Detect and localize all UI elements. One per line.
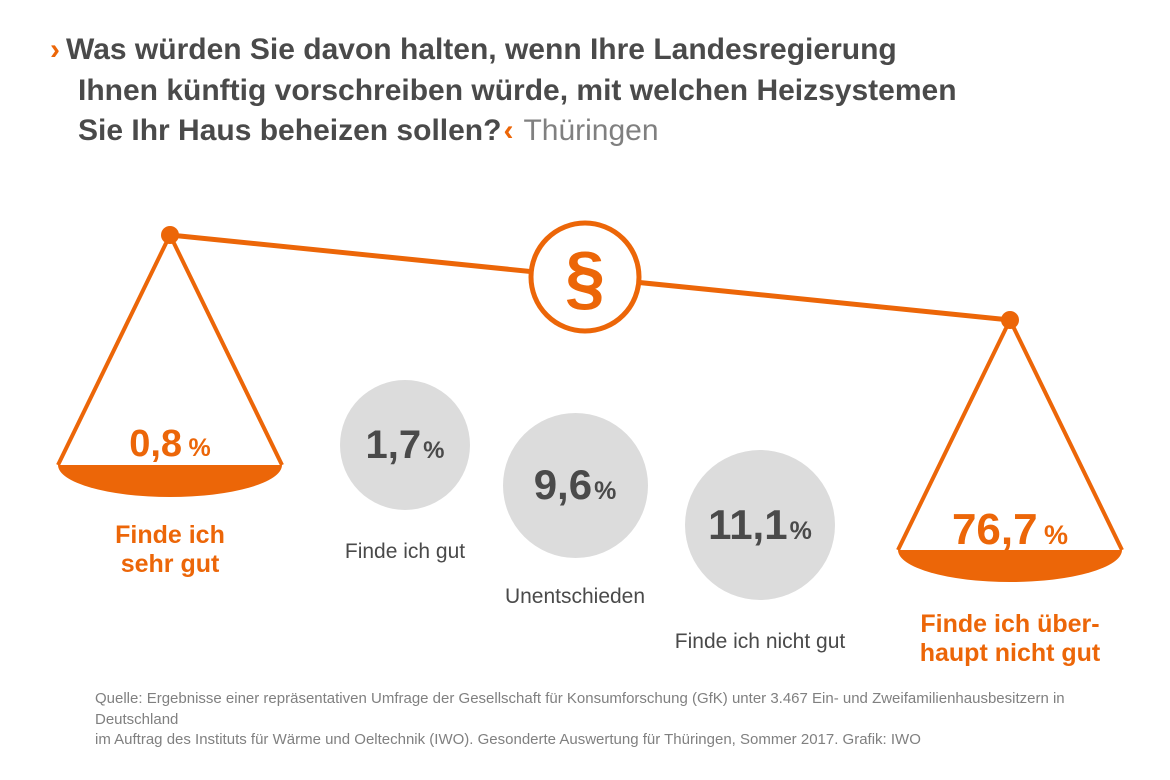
right-pan-unit: % [1044, 520, 1068, 550]
bubble-unit-2: % [790, 517, 812, 545]
left-pan-block: 0,8 % Finde ich sehr gut [60, 423, 280, 579]
bubble-number-1: 9,6 [534, 461, 592, 508]
right-pan-label-1: Finde ich über- [920, 610, 1099, 638]
right-pan-label: Finde ich über- haupt nicht gut [900, 610, 1120, 668]
left-pan-number: 0,8 [129, 423, 182, 465]
title-line3: Sie Ihr Haus beheizen sollen?‹ Thüringen [50, 111, 1120, 152]
bubble-value-1: 9,6% [534, 461, 617, 509]
bubble-number-2: 11,1 [708, 501, 787, 548]
paragraph-icon: § [565, 238, 605, 318]
right-pan-label-2: haupt nicht gut [920, 639, 1101, 667]
bubble-unit-1: % [594, 477, 616, 505]
chevron-open-icon: › [50, 33, 60, 66]
title-text-3: Sie Ihr Haus beheizen sollen? [78, 114, 501, 147]
title-line1: ›Was würden Sie davon halten, wenn Ihre … [50, 30, 1120, 71]
bubble-unit-0: % [423, 437, 444, 464]
title-text-1: Was würden Sie davon halten, wenn Ihre L… [66, 33, 897, 66]
left-pan-value: 0,8 % [60, 423, 280, 466]
bubble-label-2: Finde ich nicht gut [640, 630, 880, 654]
left-pan-label-2: sehr gut [121, 550, 220, 578]
chevron-close-icon: ‹ [503, 114, 513, 147]
source-footnote: Quelle: Ergebnisse einer repräsentativen… [95, 689, 1120, 750]
subtitle: Thüringen [523, 114, 658, 147]
bubble-1: 9,6% [503, 413, 648, 558]
left-pan-label: Finde ich sehr gut [60, 521, 280, 579]
source-line2: im Auftrag des Instituts für Wärme und O… [95, 731, 921, 748]
bubble-2: 11,1% [685, 450, 835, 600]
left-pan-label-1: Finde ich [115, 521, 225, 549]
bubble-value-2: 11,1% [708, 501, 812, 549]
bubble-label-0: Finde ich gut [285, 540, 525, 564]
title-line2: Ihnen künftig vorschreiben würde, mit we… [50, 71, 1120, 112]
source-line1: Quelle: Ergebnisse einer repräsentativen… [95, 690, 1065, 727]
bubble-0: 1,7% [340, 380, 470, 510]
right-pan-block: 76,7 % Finde ich über- haupt nicht gut [900, 505, 1120, 668]
title-block: ›Was würden Sie davon halten, wenn Ihre … [50, 30, 1120, 152]
bubble-number-0: 1,7 [366, 423, 422, 467]
right-pan-value: 76,7 % [900, 505, 1120, 555]
right-pan-number: 76,7 [952, 505, 1038, 554]
bubble-label-1: Unentschieden [455, 585, 695, 609]
left-pan-unit: % [189, 434, 211, 462]
bubble-value-0: 1,7% [366, 423, 445, 468]
